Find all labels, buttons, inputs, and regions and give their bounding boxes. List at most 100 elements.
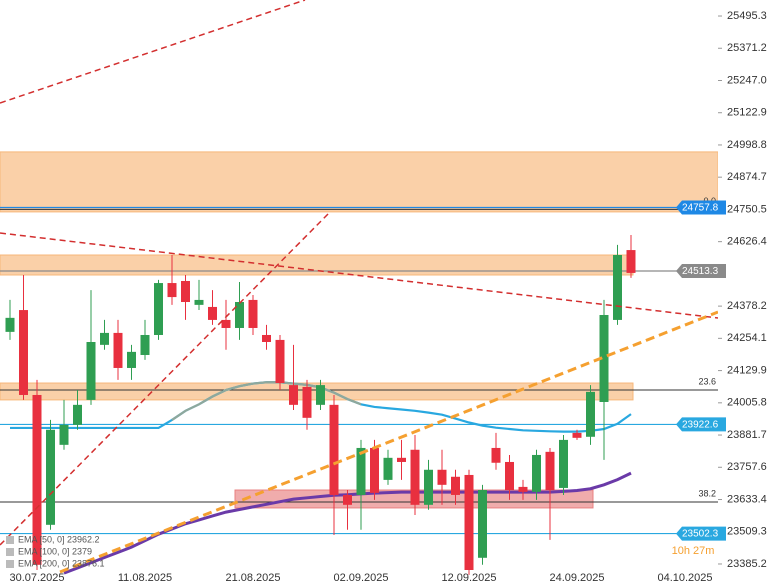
candle-body (235, 302, 244, 328)
zones: 0.023.638.2 (0, 151, 719, 535)
y-tick-label: 23881.7 (727, 429, 767, 441)
candle-body (464, 474, 474, 570)
y-tick-label: 25495.3 (727, 10, 767, 22)
candle-body (208, 306, 217, 320)
candle-body (329, 404, 339, 495)
legend-swatch (6, 560, 14, 568)
x-tick-label: 12.09.2025 (441, 572, 496, 584)
plot (5, 235, 636, 575)
price-tag-label: 23502.3 (682, 529, 719, 540)
candle-body (559, 439, 568, 488)
candle-body (248, 299, 258, 328)
candle-body (5, 317, 15, 332)
candle-body (19, 310, 28, 395)
level-label: 23.6 (698, 376, 716, 386)
price-tag (676, 526, 726, 541)
candle-body (572, 432, 582, 438)
candle-body (545, 451, 555, 491)
candle-body (113, 332, 123, 368)
candle-body (275, 339, 285, 384)
x-tick-label: 11.08.2025 (118, 572, 172, 584)
candle-body (127, 351, 136, 368)
y-tick-label: 25371.2 (727, 42, 767, 54)
price-tag (676, 264, 726, 279)
axis: 25495.3 25371.2 25247.0 25122.9 24998.8 24874… (6, 10, 767, 584)
y-tick-label: 23633.4 (727, 493, 767, 505)
candle-body (100, 332, 109, 345)
candle-body (451, 476, 460, 495)
candle-body (410, 449, 420, 505)
price-axis (718, 0, 768, 586)
countdown: 10h 27m (672, 545, 715, 557)
candle-body (194, 299, 204, 305)
candle-body (478, 490, 487, 558)
candle-body (370, 447, 379, 493)
trend-line (0, 232, 719, 319)
x-tick-label: 30.07.2025 (9, 572, 64, 584)
candle-body (397, 457, 406, 462)
y-tick-label: 24378.2 (727, 300, 767, 312)
legend-label: EMA [200, 0] 23876.1 (18, 558, 105, 568)
ema-line (171, 381, 362, 421)
candle-body (424, 469, 433, 505)
candle-body (140, 334, 150, 355)
candle-body (154, 283, 163, 335)
x-tick-label: 04.10.2025 (657, 572, 712, 584)
candle-body (181, 280, 190, 303)
candle-body (221, 319, 231, 328)
y-tick-label: 25122.9 (727, 107, 767, 119)
y-tick-label: 24874.7 (727, 171, 767, 183)
candle-body (73, 404, 82, 425)
candle-body (289, 385, 298, 405)
candle-body (262, 334, 271, 342)
legend-swatch (6, 548, 14, 556)
price-tag (676, 200, 726, 215)
legend-swatch (6, 536, 14, 544)
price-tag-label: 23922.6 (682, 420, 719, 431)
y-tick-label: 24750.5 (727, 203, 767, 215)
candle-body (586, 391, 595, 437)
candle-body (518, 486, 528, 492)
x-tick-label: 24.09.2025 (549, 572, 604, 584)
y-tick-label: 23509.3 (727, 526, 767, 538)
candle-body (46, 429, 55, 525)
candle-body (599, 314, 609, 402)
candle-body (613, 255, 622, 320)
trend-line (59, 310, 719, 574)
y-tick-label: 24998.8 (727, 139, 767, 151)
candle-body (32, 394, 42, 565)
candle-body (86, 342, 96, 400)
candle-body (437, 469, 447, 485)
zone (0, 254, 634, 276)
candle-body (626, 250, 636, 273)
level-label: 38.2 (698, 488, 716, 498)
zone (0, 151, 719, 213)
y-tick-label: 25247.0 (727, 74, 767, 86)
candle-body (59, 424, 69, 445)
candle-body (491, 447, 501, 463)
candle-body (356, 447, 366, 495)
candle-body (532, 454, 541, 492)
candle-body (505, 461, 514, 491)
price-tag-label: 24757.8 (682, 203, 719, 214)
x-tick-label: 02.09.2025 (333, 572, 388, 584)
x-tick-label: 21.08.2025 (225, 572, 280, 584)
price-tag-label: 24513.3 (682, 266, 719, 277)
candle-body (316, 385, 325, 405)
y-tick-label: 24129.9 (727, 364, 767, 376)
legend-label: EMA [50, 0] 23962.2 (18, 534, 100, 544)
candle-body (343, 494, 352, 505)
y-tick-label: 23757.6 (727, 461, 767, 473)
legend-label: EMA [100, 0] 2379 (18, 546, 92, 556)
candle-body (302, 386, 312, 418)
price-tag (676, 417, 726, 432)
candle-body (383, 457, 393, 480)
y-tick-label: 24254.1 (727, 332, 767, 344)
y-tick-label: 24626.4 (727, 236, 767, 248)
y-tick-label: 23385.2 (727, 558, 767, 570)
trend-line (0, 211, 331, 546)
trend-line (0, 0, 306, 104)
y-tick-label: 24005.8 (727, 397, 767, 409)
candle-body (167, 283, 177, 298)
